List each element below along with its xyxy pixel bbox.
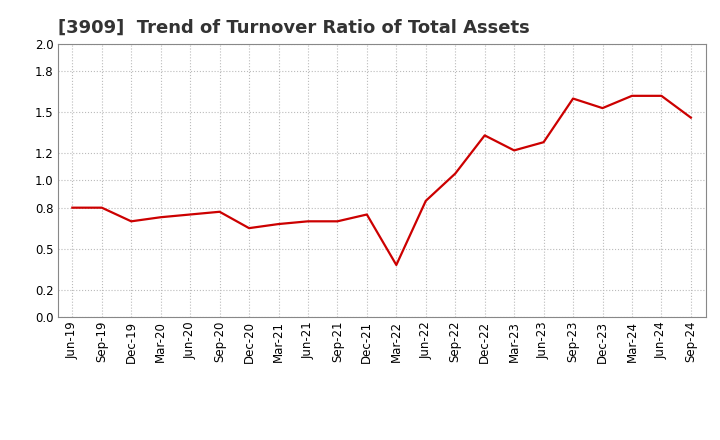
Text: [3909]  Trend of Turnover Ratio of Total Assets: [3909] Trend of Turnover Ratio of Total … (58, 19, 529, 37)
